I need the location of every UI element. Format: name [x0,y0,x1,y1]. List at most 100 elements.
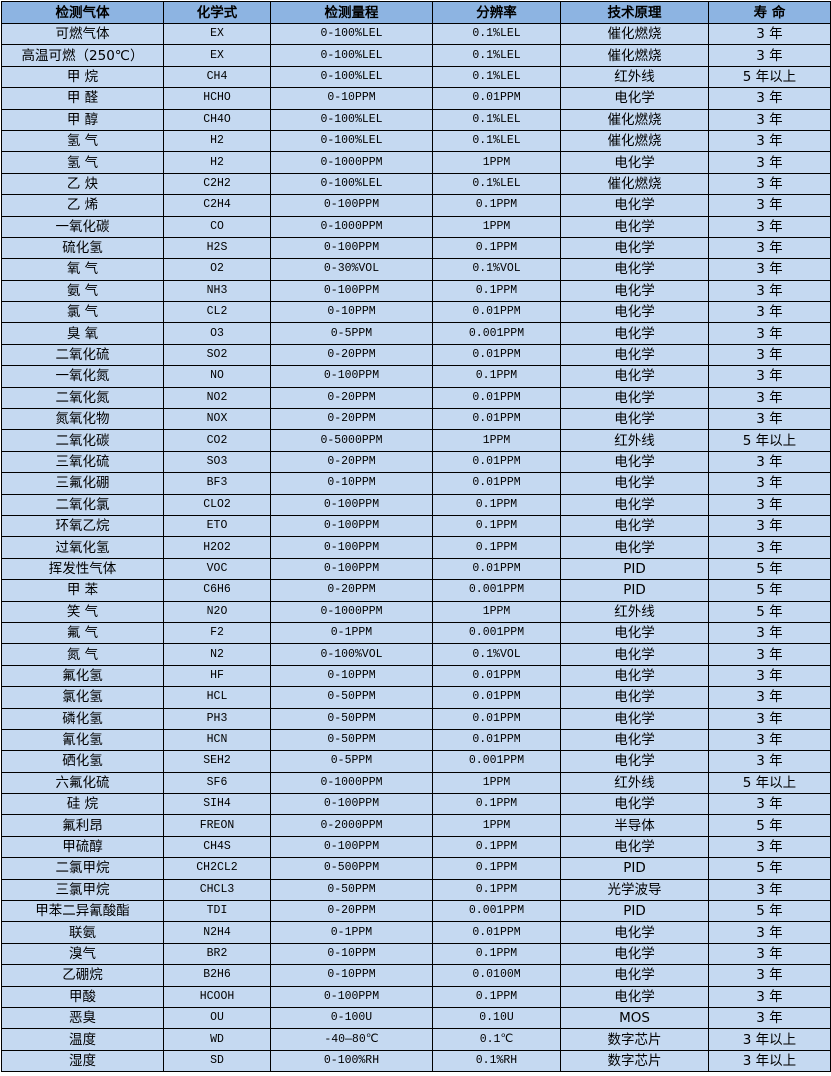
table-row: 溴气 BR2 0-10PPM 0.1PPM 电化学 3 年 [1,942,831,966]
cell-lifespan: 3 年 [708,450,831,474]
cell-gas: 氧 气 [1,258,164,281]
cell-gas: 硫化氢 [1,236,164,260]
cell-principle: 催化燃烧 [560,129,709,153]
cell-resolution: 0.1%LEL [432,65,561,89]
cell-formula: CO [163,215,271,238]
table-row: 环氧乙烷 ETO 0-100PPM 0.1PPM 电化学 3 年 [1,514,831,538]
cell-formula: N2O [163,600,271,623]
cell-range: 0-50PPM [270,728,433,752]
header-resolution: 分辨率 [432,1,561,24]
cell-principle: 电化学 [560,664,709,688]
cell-lifespan: 5 年 [708,857,831,880]
cell-resolution: 0.001PPM [432,900,561,923]
header-principle: 技术原理 [560,1,709,24]
cell-formula: SF6 [163,771,271,795]
cell-lifespan: 5 年以上 [708,65,831,89]
cell-formula: ETO [163,514,271,538]
cell-lifespan: 3 年 [708,129,831,153]
cell-formula: CH4 [163,65,271,89]
cell-principle: 电化学 [560,236,709,260]
cell-resolution: 1PPM [432,771,561,795]
cell-lifespan: 3 年 [708,921,831,944]
cell-formula: TDI [163,900,271,923]
cell-lifespan: 3 年 [708,172,831,196]
cell-lifespan: 3 年以上 [708,1028,831,1051]
cell-lifespan: 3 年 [708,514,831,538]
cell-range: 0-100%LEL [270,22,433,46]
cell-lifespan: 3 年 [708,22,831,46]
cell-principle: 电化学 [560,386,709,410]
cell-range: 0-100PPM [270,194,433,217]
cell-principle: 电化学 [560,215,709,238]
cell-gas: 过氧化氢 [1,536,164,559]
cell-formula: EX [163,44,271,67]
table-row: 挥发性气体 VOC 0-100PPM 0.01PPM PID 5 年 [1,557,831,581]
cell-lifespan: 3 年 [708,408,831,431]
header-formula: 化学式 [163,1,271,24]
cell-resolution: 0.001PPM [432,621,561,645]
cell-principle: 半导体 [560,814,709,837]
table-row: 氧 气 O2 0-30%VOL 0.1%VOL 电化学 3 年 [1,258,831,281]
cell-lifespan: 3 年 [708,964,831,987]
cell-principle: MOS [560,1006,709,1030]
table-row: 氟 气 F2 0-1PPM 0.001PPM 电化学 3 年 [1,621,831,645]
cell-resolution: 1PPM [432,429,561,452]
table-row: 磷化氢 PH3 0-50PPM 0.01PPM 电化学 3 年 [1,707,831,730]
cell-gas: 甲苯二异氰酸酯 [1,900,164,923]
cell-gas: 联氨 [1,921,164,944]
table-row: 二氧化硫 SO2 0-20PPM 0.01PPM 电化学 3 年 [1,343,831,367]
cell-resolution: 0.1%LEL [432,129,561,153]
cell-resolution: 0.01PPM [432,408,561,431]
cell-resolution: 0.01PPM [432,921,561,944]
table-row: 硅 烷 SIH4 0-100PPM 0.1PPM 电化学 3 年 [1,793,831,816]
cell-gas: 氮氧化物 [1,408,164,431]
cell-principle: 电化学 [560,343,709,367]
cell-gas: 氟 气 [1,621,164,645]
table-row: 笑 气 N2O 0-1000PPM 1PPM 红外线 5 年 [1,600,831,623]
cell-principle: 红外线 [560,600,709,623]
cell-formula: CLO2 [163,493,271,516]
table-row: 甲苯二异氰酸酯 TDI 0-20PPM 0.001PPM PID 5 年 [1,900,831,923]
cell-principle: 电化学 [560,728,709,752]
cell-range: 0-100PPM [270,835,433,859]
cell-principle: 电化学 [560,985,709,1008]
cell-range: 0-100%VOL [270,643,433,666]
cell-formula: SO3 [163,450,271,474]
cell-resolution: 0.1℃ [432,1028,561,1051]
cell-gas: 氢 气 [1,151,164,174]
table-row: 高温可燃（250℃） EX 0-100%LEL 0.1%LEL 催化燃烧 3 年 [1,44,831,67]
cell-principle: 电化学 [560,279,709,303]
table-row: 一氧化氮 NO 0-100PPM 0.1PPM 电化学 3 年 [1,365,831,388]
cell-principle: 电化学 [560,921,709,944]
cell-range: 0-1000PPM [270,600,433,623]
cell-principle: 红外线 [560,65,709,89]
cell-formula: HCL [163,686,271,709]
cell-formula: BF3 [163,472,271,495]
cell-principle: 催化燃烧 [560,108,709,131]
cell-gas: 氟利昂 [1,814,164,837]
cell-gas: 甲硫醇 [1,835,164,859]
cell-range: 0-50PPM [270,686,433,709]
cell-principle: 电化学 [560,194,709,217]
cell-gas: 氮 气 [1,643,164,666]
cell-lifespan: 3 年 [708,942,831,966]
cell-formula: H2O2 [163,536,271,559]
cell-principle: 催化燃烧 [560,44,709,67]
cell-lifespan: 3 年 [708,258,831,281]
table-row: 氮 气 N2 0-100%VOL 0.1%VOL 电化学 3 年 [1,643,831,666]
cell-resolution: 0.01PPM [432,686,561,709]
cell-gas: 三氧化硫 [1,450,164,474]
cell-lifespan: 3 年 [708,365,831,388]
cell-range: 0-50PPM [270,878,433,902]
cell-range: 0-100%RH [270,1049,433,1073]
table-row: 二氧化氯 CLO2 0-100PPM 0.1PPM 电化学 3 年 [1,493,831,516]
table-row: 三氟化硼 BF3 0-10PPM 0.01PPM 电化学 3 年 [1,472,831,495]
table-row: 氰化氢 HCN 0-50PPM 0.01PPM 电化学 3 年 [1,728,831,752]
cell-range: 0-100U [270,1006,433,1030]
cell-range: 0-20PPM [270,386,433,410]
cell-range: 0-1000PPM [270,771,433,795]
cell-principle: 数字芯片 [560,1049,709,1073]
cell-principle: 电化学 [560,942,709,966]
table-row: 臭 氧 O3 0-5PPM 0.001PPM 电化学 3 年 [1,322,831,345]
